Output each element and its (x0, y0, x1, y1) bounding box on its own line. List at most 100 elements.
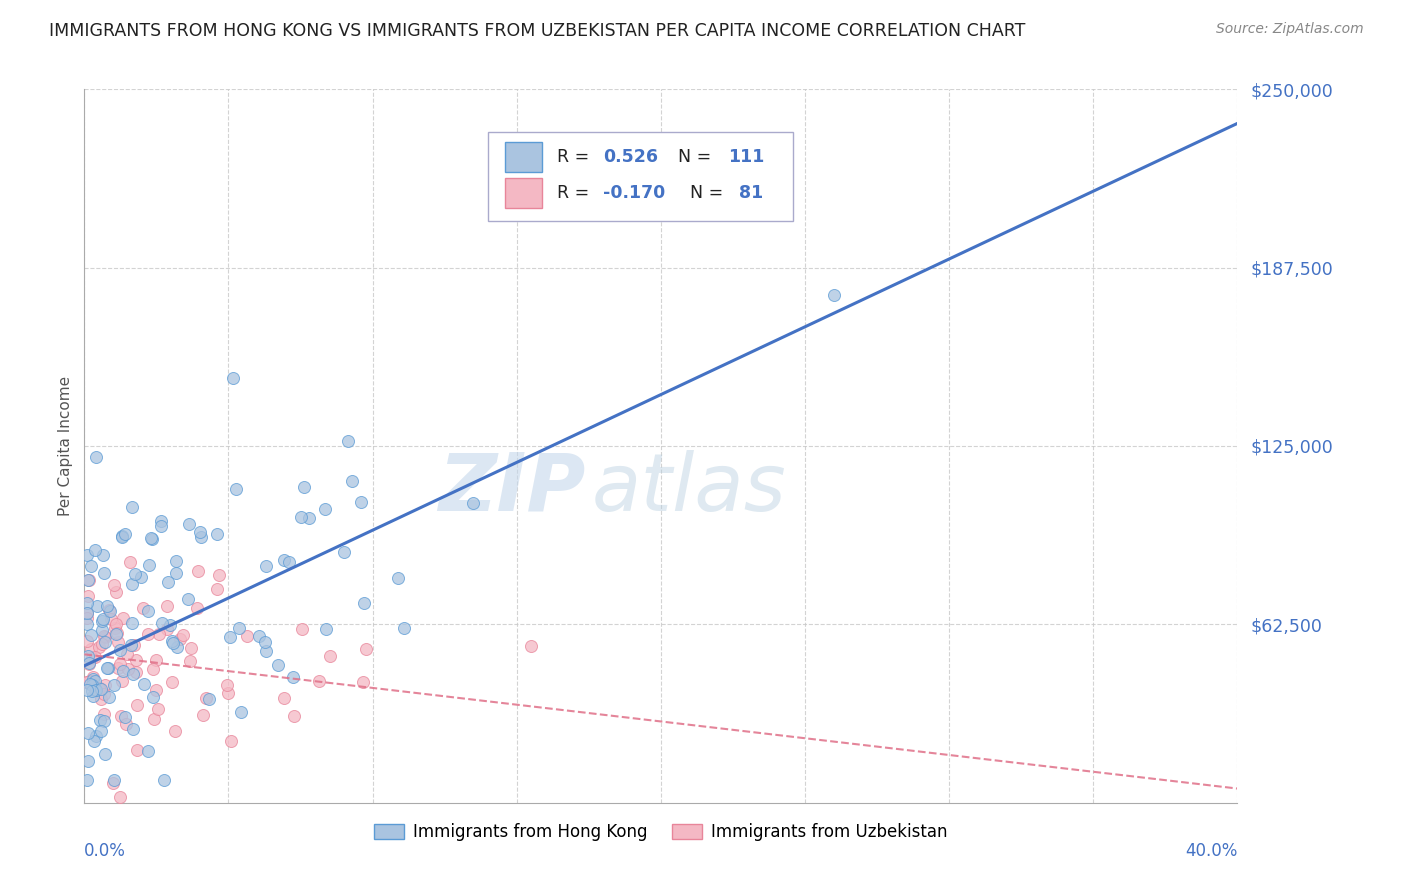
Point (148, 627, 170, 641)
Point (165, 723, 187, 738)
Point (107, 660, 129, 674)
Text: 0.526: 0.526 (603, 148, 658, 166)
Point (125, 653, 148, 667)
Point (82, 672, 104, 686)
Point (91, 623, 114, 637)
Point (156, 599, 179, 614)
Point (90, 724, 112, 739)
Point (110, 708, 132, 723)
Point (76, 610, 98, 624)
Point (254, 559, 277, 574)
Point (156, 622, 179, 636)
Point (115, 647, 138, 661)
Point (166, 554, 188, 568)
Point (77, 656, 100, 670)
Text: 0.0%: 0.0% (84, 842, 127, 860)
Point (129, 570, 152, 584)
Point (117, 662, 139, 676)
Point (165, 566, 187, 581)
Text: 81: 81 (740, 184, 763, 202)
Point (93, 678, 115, 692)
Point (352, 675, 374, 690)
Point (142, 662, 165, 676)
Point (823, 287, 845, 301)
Point (145, 683, 167, 698)
Point (76, 596, 98, 610)
Point (169, 632, 191, 646)
Point (111, 611, 134, 625)
Point (103, 772, 125, 787)
Point (114, 527, 136, 541)
Point (193, 708, 215, 723)
Point (186, 600, 208, 615)
Point (146, 702, 169, 716)
Point (290, 510, 312, 524)
Point (283, 709, 305, 723)
Point (138, 558, 160, 572)
Point (84, 729, 107, 743)
Point (114, 710, 136, 724)
Point (392, 621, 415, 635)
FancyBboxPatch shape (488, 132, 793, 221)
Point (77, 657, 100, 672)
Point (157, 574, 180, 589)
Point (93, 714, 115, 728)
Point (108, 790, 131, 805)
Point (76, 674, 98, 689)
Point (76, 606, 98, 620)
Point (77, 590, 100, 604)
Point (100, 612, 122, 626)
Point (91, 637, 114, 651)
Point (336, 434, 359, 448)
Point (125, 665, 148, 679)
Text: R =: R = (557, 148, 595, 166)
Point (76, 683, 98, 698)
Point (142, 712, 165, 726)
Point (76, 772, 98, 787)
Point (120, 639, 142, 653)
Point (82, 678, 104, 692)
Point (225, 482, 247, 496)
Point (121, 577, 143, 591)
Point (90, 681, 112, 696)
Point (80, 642, 103, 657)
Point (208, 567, 231, 582)
Point (298, 511, 321, 525)
Point (83, 733, 105, 747)
Point (387, 571, 409, 585)
Point (76, 674, 98, 689)
Point (105, 617, 128, 632)
Point (108, 642, 131, 657)
Point (132, 601, 155, 615)
Point (292, 480, 315, 494)
Point (103, 776, 124, 790)
Point (166, 640, 188, 654)
Point (247, 629, 270, 643)
Point (122, 667, 145, 681)
Point (76, 648, 98, 663)
Point (228, 621, 250, 635)
Point (103, 578, 125, 592)
Point (221, 370, 243, 384)
Point (290, 623, 312, 637)
Point (236, 629, 259, 643)
Point (89, 681, 111, 696)
Point (356, 642, 378, 657)
Point (188, 524, 211, 539)
Point (254, 644, 277, 658)
Point (77, 726, 100, 740)
Point (145, 652, 167, 666)
Bar (505, 178, 543, 208)
Point (83, 674, 105, 689)
Point (80, 628, 103, 642)
Point (90, 691, 112, 706)
Point (149, 519, 172, 533)
Point (76, 617, 98, 632)
Point (150, 616, 173, 631)
Point (87, 681, 110, 695)
Point (153, 772, 176, 787)
Point (121, 615, 143, 630)
Text: 40.0%: 40.0% (1185, 842, 1237, 860)
Point (125, 742, 148, 756)
Point (122, 638, 145, 652)
